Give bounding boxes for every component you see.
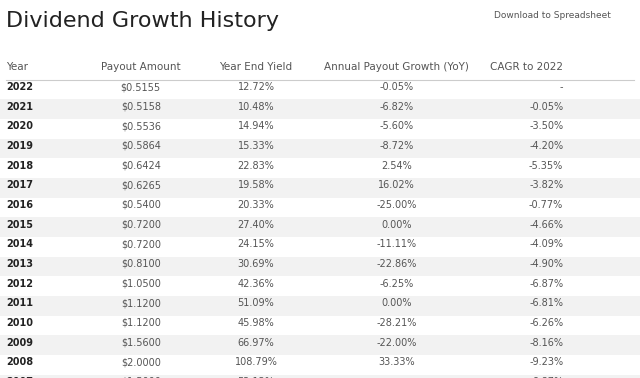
Text: $0.5158: $0.5158 <box>121 102 161 112</box>
Text: -3.50%: -3.50% <box>529 121 563 131</box>
Text: 2011: 2011 <box>6 298 33 308</box>
Text: 2.54%: 2.54% <box>381 161 412 170</box>
Text: 45.98%: 45.98% <box>237 318 275 328</box>
Text: 2018: 2018 <box>6 161 33 170</box>
Text: -4.09%: -4.09% <box>529 239 563 249</box>
Text: 0.00%: 0.00% <box>381 220 412 229</box>
Text: $1.5600: $1.5600 <box>121 338 161 347</box>
Text: -28.21%: -28.21% <box>376 318 417 328</box>
Text: -6.26%: -6.26% <box>529 318 563 328</box>
Text: 15.33%: 15.33% <box>237 141 275 151</box>
Text: 51.09%: 51.09% <box>237 298 275 308</box>
Text: 52.12%: 52.12% <box>237 377 275 378</box>
Text: 2019: 2019 <box>6 141 33 151</box>
Bar <box>0 178 640 198</box>
Text: $0.5864: $0.5864 <box>121 141 161 151</box>
Bar <box>0 99 640 119</box>
Text: 19.58%: 19.58% <box>237 180 275 190</box>
Text: -6.87%: -6.87% <box>529 279 563 288</box>
Text: Payout Amount: Payout Amount <box>101 62 180 72</box>
Text: -6.81%: -6.81% <box>529 298 563 308</box>
Text: 2012: 2012 <box>6 279 33 288</box>
Text: 33.33%: 33.33% <box>378 357 415 367</box>
Text: -6.82%: -6.82% <box>380 102 414 112</box>
Bar <box>0 139 640 158</box>
Text: 2021: 2021 <box>6 102 33 112</box>
Text: $2.0000: $2.0000 <box>121 357 161 367</box>
Text: $0.6424: $0.6424 <box>121 161 161 170</box>
Text: 12.72%: 12.72% <box>237 82 275 92</box>
Text: -0.05%: -0.05% <box>529 102 563 112</box>
Text: -0.77%: -0.77% <box>529 200 563 210</box>
Text: 30.69%: 30.69% <box>237 259 275 269</box>
Text: 20.33%: 20.33% <box>237 200 275 210</box>
Text: -0.05%: -0.05% <box>380 82 414 92</box>
Bar <box>0 375 640 378</box>
Text: -5.60%: -5.60% <box>380 121 414 131</box>
Text: 66.97%: 66.97% <box>237 338 275 347</box>
Bar <box>0 296 640 316</box>
Text: 42.36%: 42.36% <box>237 279 275 288</box>
Text: Year End Yield: Year End Yield <box>220 62 292 72</box>
Bar <box>0 257 640 276</box>
Text: -: - <box>395 377 399 378</box>
Text: -22.00%: -22.00% <box>376 338 417 347</box>
Text: 0.00%: 0.00% <box>381 298 412 308</box>
Text: $0.7200: $0.7200 <box>121 239 161 249</box>
Text: 2015: 2015 <box>6 220 33 229</box>
Text: $1.1200: $1.1200 <box>121 318 161 328</box>
Text: CAGR to 2022: CAGR to 2022 <box>490 62 563 72</box>
Text: 2020: 2020 <box>6 121 33 131</box>
Bar <box>0 217 640 237</box>
Text: 2016: 2016 <box>6 200 33 210</box>
Text: 108.79%: 108.79% <box>235 357 277 367</box>
Text: -6.87%: -6.87% <box>529 377 563 378</box>
Text: $1.5000: $1.5000 <box>121 377 161 378</box>
Text: -: - <box>560 82 563 92</box>
Text: ↓: ↓ <box>618 15 628 28</box>
Text: $0.8100: $0.8100 <box>121 259 161 269</box>
Bar <box>0 335 640 355</box>
Text: $0.7200: $0.7200 <box>121 220 161 229</box>
Text: $1.1200: $1.1200 <box>121 298 161 308</box>
Text: 24.15%: 24.15% <box>237 239 275 249</box>
Text: -8.72%: -8.72% <box>380 141 414 151</box>
Text: -22.86%: -22.86% <box>376 259 417 269</box>
Text: 10.48%: 10.48% <box>237 102 275 112</box>
Text: -25.00%: -25.00% <box>376 200 417 210</box>
Text: -5.35%: -5.35% <box>529 161 563 170</box>
Text: -3.82%: -3.82% <box>529 180 563 190</box>
Text: Dividend Growth History: Dividend Growth History <box>6 11 280 31</box>
Text: $0.5536: $0.5536 <box>121 121 161 131</box>
Text: $1.0500: $1.0500 <box>121 279 161 288</box>
Text: 27.40%: 27.40% <box>237 220 275 229</box>
Text: 2008: 2008 <box>6 357 33 367</box>
Text: Annual Payout Growth (YoY): Annual Payout Growth (YoY) <box>324 62 469 72</box>
Text: 16.02%: 16.02% <box>378 180 415 190</box>
Text: -4.90%: -4.90% <box>529 259 563 269</box>
Text: -4.66%: -4.66% <box>529 220 563 229</box>
Text: 2013: 2013 <box>6 259 33 269</box>
Text: 2009: 2009 <box>6 338 33 347</box>
Text: Download to Spreadsheet: Download to Spreadsheet <box>494 11 611 20</box>
Text: -11.11%: -11.11% <box>377 239 417 249</box>
Text: 2014: 2014 <box>6 239 33 249</box>
Text: -9.23%: -9.23% <box>529 357 563 367</box>
Text: -4.20%: -4.20% <box>529 141 563 151</box>
Text: -6.25%: -6.25% <box>380 279 414 288</box>
Text: 14.94%: 14.94% <box>237 121 275 131</box>
Text: 22.83%: 22.83% <box>237 161 275 170</box>
Text: 2017: 2017 <box>6 180 33 190</box>
Text: 2022: 2022 <box>6 82 33 92</box>
Text: -8.16%: -8.16% <box>529 338 563 347</box>
Text: 2010: 2010 <box>6 318 33 328</box>
Text: $0.5400: $0.5400 <box>121 200 161 210</box>
Text: 2007: 2007 <box>6 377 33 378</box>
Text: $0.5155: $0.5155 <box>121 82 161 92</box>
Text: $0.6265: $0.6265 <box>121 180 161 190</box>
Text: Year: Year <box>6 62 28 72</box>
